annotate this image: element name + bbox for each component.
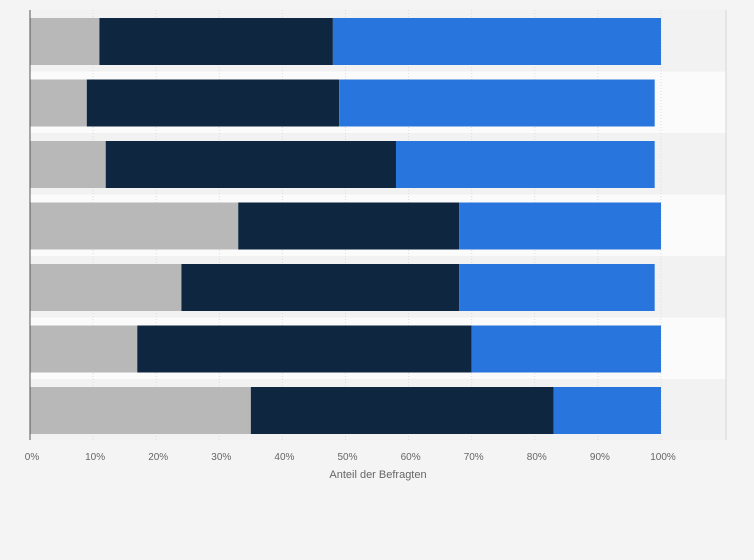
bar-segment-series-1	[30, 264, 182, 311]
x-tick-label: 90%	[590, 452, 610, 463]
bar-segment-series-1	[30, 18, 100, 65]
x-tick-label: 80%	[527, 452, 547, 463]
x-tick-label: 0%	[25, 452, 40, 463]
bar-segment-series-3	[339, 79, 655, 127]
bars-group	[30, 18, 661, 434]
bar-segment-series-3	[553, 387, 661, 434]
x-tick-labels: 0% 10% 20% 30% 40% 50% 60% 70% 80% 90% 100%	[25, 452, 676, 463]
x-tick-label: 100%	[650, 452, 676, 463]
bar-segment-series-1	[30, 325, 138, 373]
bar-segment-series-3	[395, 141, 655, 188]
bar-segment-series-2	[181, 264, 460, 311]
bar-segment-series-3	[471, 325, 661, 373]
bar-segment-series-3	[332, 18, 661, 65]
bar-segment-series-2	[137, 325, 472, 373]
bar-segment-series-2	[86, 79, 340, 127]
x-axis-title: Anteil der Befragten	[329, 469, 426, 481]
bar-segment-series-2	[105, 141, 396, 188]
bar-segment-series-1	[30, 202, 239, 250]
bar-segment-series-2	[238, 202, 460, 250]
bar-segment-series-3	[459, 202, 661, 250]
bar-segment-series-1	[30, 141, 106, 188]
bar-segment-series-1	[30, 387, 251, 434]
x-tick-label: 50%	[337, 452, 357, 463]
bar-segment-series-3	[459, 264, 655, 311]
bar-segment-series-2	[99, 18, 333, 65]
x-tick-label: 30%	[211, 452, 231, 463]
x-tick-label: 60%	[401, 452, 421, 463]
x-tick-label: 10%	[85, 452, 105, 463]
bar-segment-series-2	[250, 387, 554, 434]
x-tick-label: 20%	[148, 452, 168, 463]
bar-segment-series-1	[30, 79, 87, 127]
x-tick-label: 40%	[274, 452, 294, 463]
x-tick-label: 70%	[464, 452, 484, 463]
